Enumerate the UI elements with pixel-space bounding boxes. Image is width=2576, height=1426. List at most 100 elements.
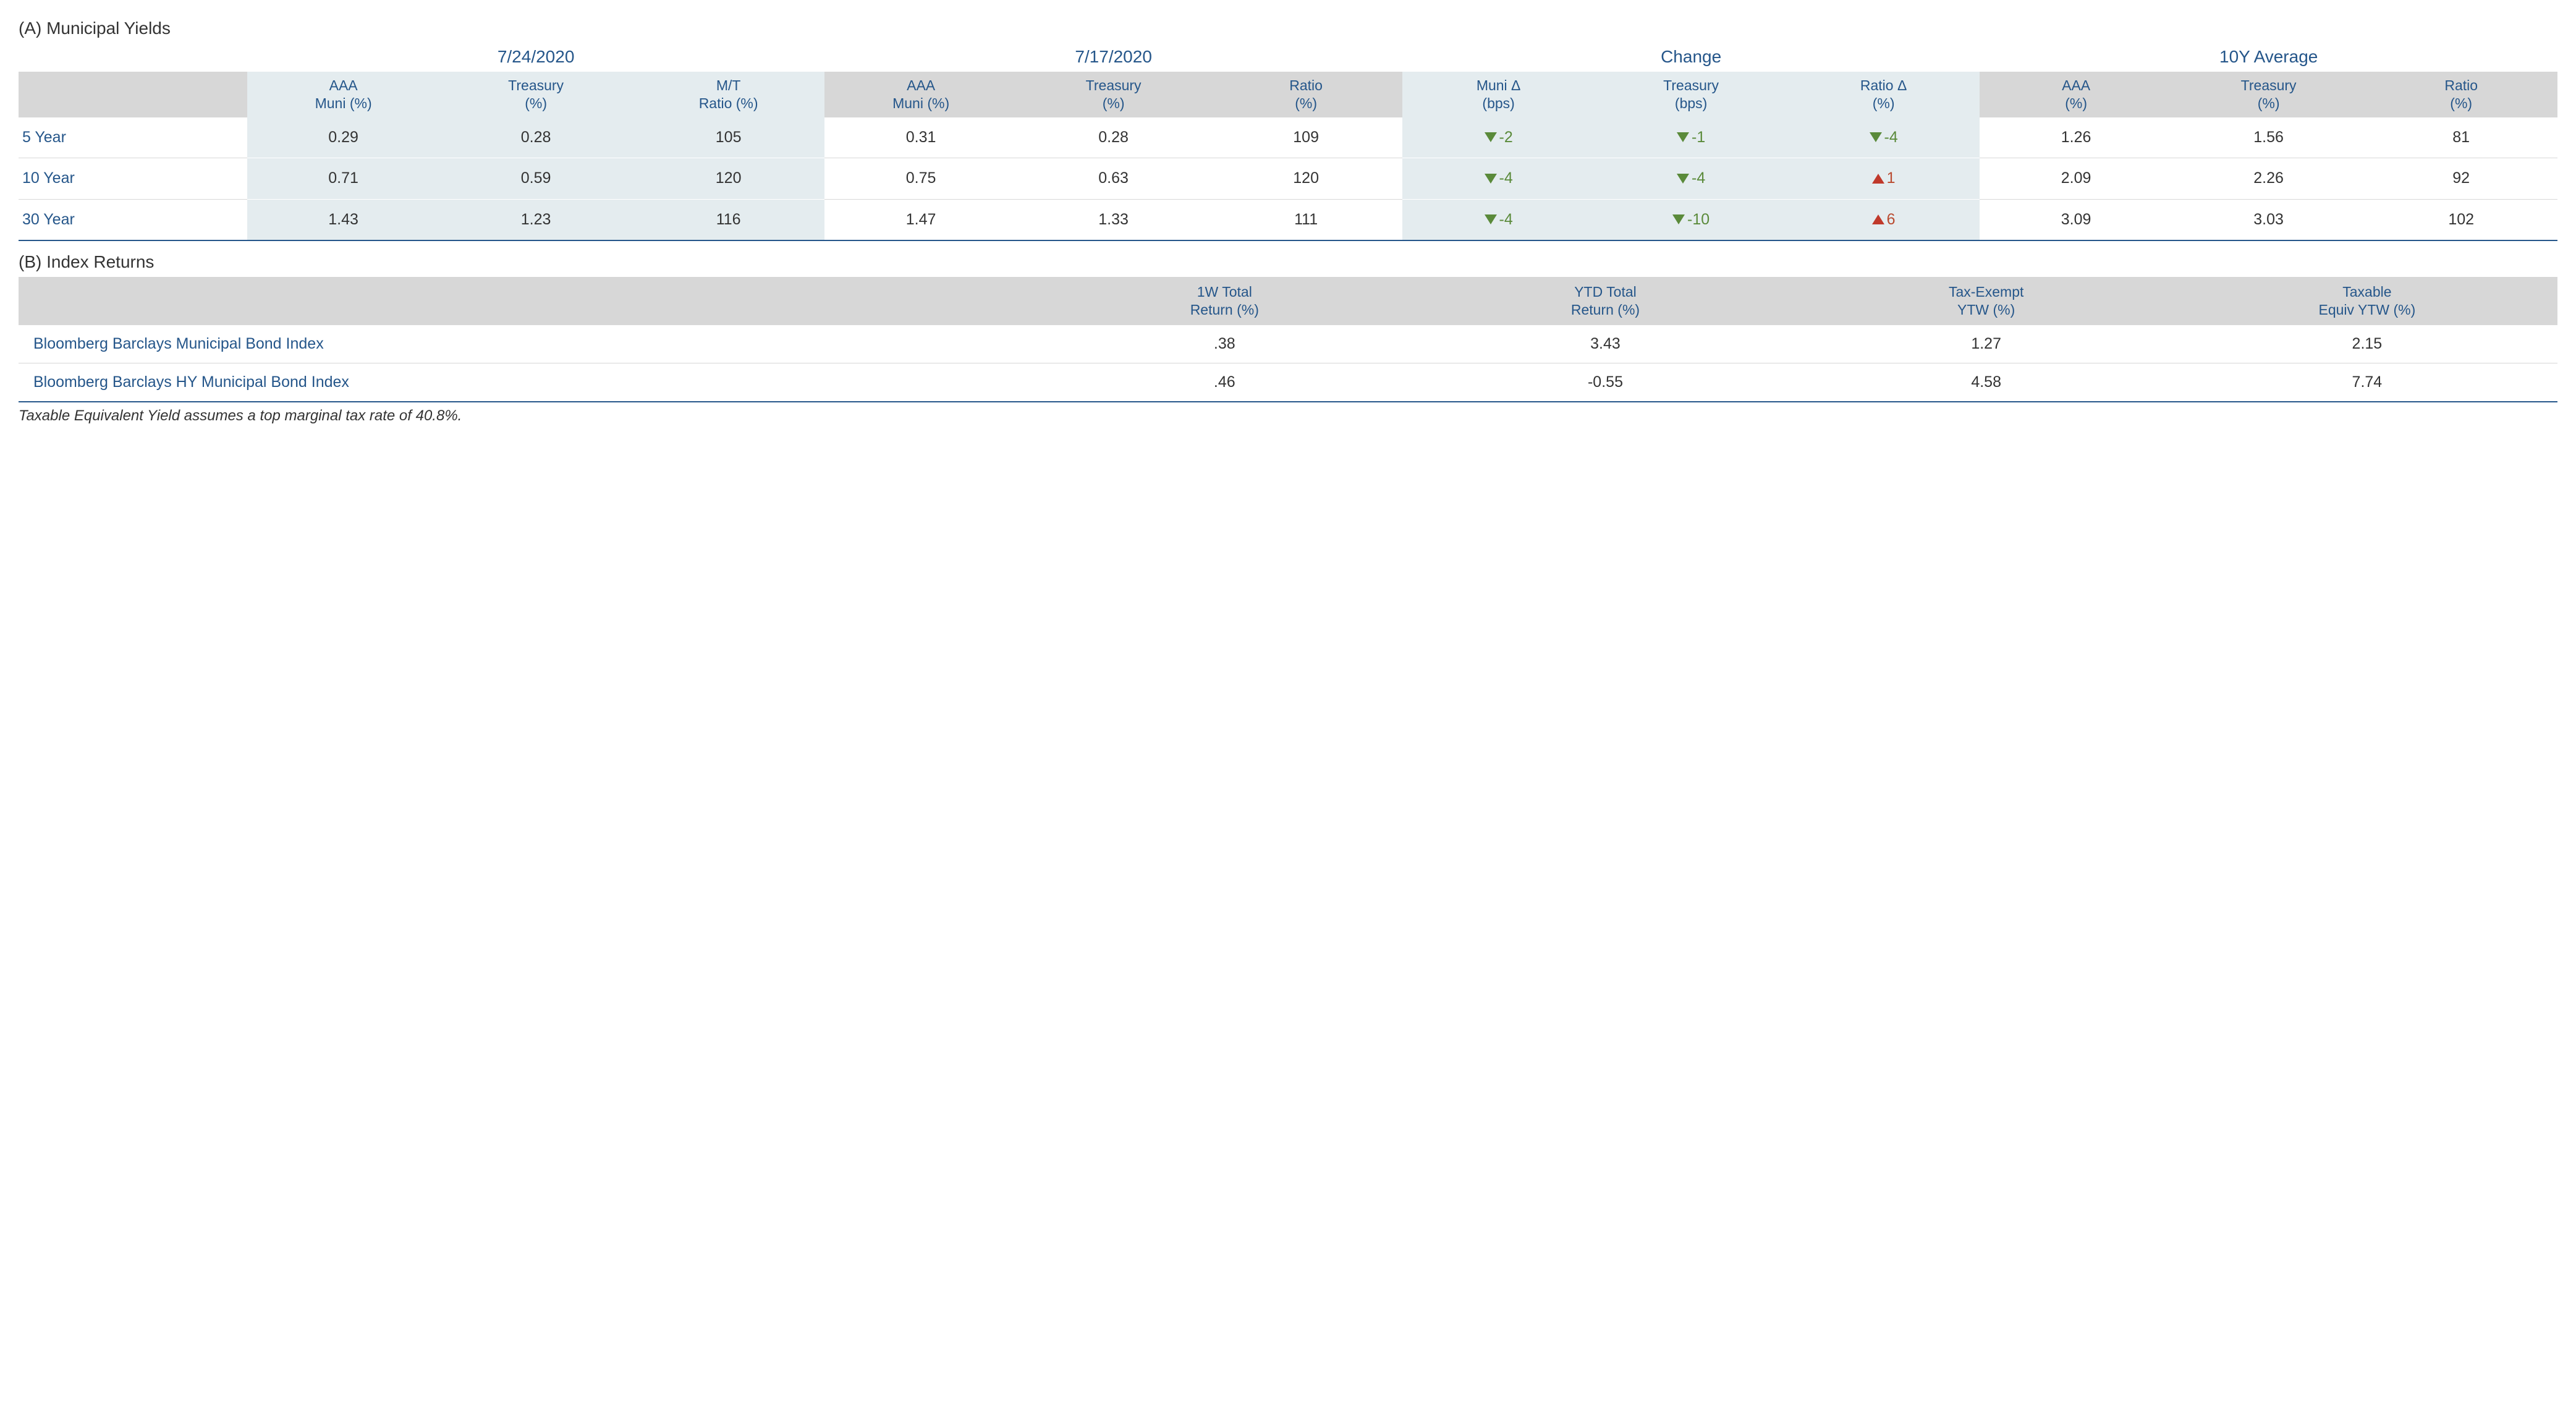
table-row: 5 Year0.290.281050.310.28109-2-1-41.261.… — [19, 117, 2557, 158]
cell: 3.43 — [1415, 325, 1795, 363]
cell: 102 — [2365, 199, 2557, 240]
cell: 105 — [632, 117, 825, 158]
delta-cell: -10 — [1595, 199, 1787, 240]
index-name: Bloomberg Barclays Municipal Bond Index — [19, 325, 1034, 363]
col-header: M/TRatio (%) — [632, 72, 825, 117]
index-returns-table: 1W TotalReturn (%) YTD TotalReturn (%) T… — [19, 277, 2557, 402]
cell: 2.26 — [2172, 158, 2365, 200]
cell: 1.43 — [247, 199, 440, 240]
delta-value: 1 — [1887, 169, 1896, 187]
col-header: 1W TotalReturn (%) — [1034, 277, 1415, 325]
col-header: AAAMuni (%) — [824, 72, 1017, 117]
row-label: 30 Year — [19, 199, 247, 240]
cell: 1.26 — [1980, 117, 2172, 158]
cell: 1.33 — [1017, 199, 1210, 240]
delta-value: 6 — [1887, 211, 1896, 229]
cell: 1.23 — [439, 199, 632, 240]
cell: 0.63 — [1017, 158, 1210, 200]
group-header: 10Y Average — [1980, 43, 2557, 72]
row-label: 10 Year — [19, 158, 247, 200]
delta-cell: -1 — [1595, 117, 1787, 158]
section-b-title: (B) Index Returns — [19, 252, 2557, 272]
delta-cell: -2 — [1402, 117, 1595, 158]
cell: 3.09 — [1980, 199, 2172, 240]
row-label: 5 Year — [19, 117, 247, 158]
triangle-up-icon — [1872, 214, 1884, 224]
cell: 92 — [2365, 158, 2557, 200]
cell: 7.74 — [2177, 363, 2557, 402]
triangle-up-icon — [1872, 174, 1884, 184]
cell: 1.27 — [1796, 325, 2177, 363]
cell: 111 — [1210, 199, 1402, 240]
delta-value: -4 — [1884, 129, 1898, 146]
cell: 1.56 — [2172, 117, 2365, 158]
cell: .38 — [1034, 325, 1415, 363]
triangle-down-icon — [1485, 132, 1497, 142]
delta-value: -10 — [1687, 211, 1710, 229]
column-header-row: AAAMuni (%) Treasury(%) M/TRatio (%) AAA… — [19, 72, 2557, 117]
cell: 0.28 — [439, 117, 632, 158]
table-row: Bloomberg Barclays Municipal Bond Index.… — [19, 325, 2557, 363]
triangle-down-icon — [1870, 132, 1882, 142]
group-header-row: 7/24/2020 7/17/2020 Change 10Y Average — [19, 43, 2557, 72]
col-header: Treasury(%) — [2172, 72, 2365, 117]
cell: .46 — [1034, 363, 1415, 402]
delta-value: -4 — [1499, 211, 1513, 229]
cell: 120 — [1210, 158, 1402, 200]
col-header: Muni Δ(bps) — [1402, 72, 1595, 117]
group-header: Change — [1402, 43, 1980, 72]
cell: 0.71 — [247, 158, 440, 200]
cell: 0.31 — [824, 117, 1017, 158]
cell: 109 — [1210, 117, 1402, 158]
delta-cell: -4 — [1402, 199, 1595, 240]
cell: 2.15 — [2177, 325, 2557, 363]
cell: 4.58 — [1796, 363, 2177, 402]
col-header: Ratio(%) — [1210, 72, 1402, 117]
municipal-yields-table: 7/24/2020 7/17/2020 Change 10Y Average A… — [19, 43, 2557, 241]
delta-cell: -4 — [1402, 158, 1595, 200]
col-header: AAA(%) — [1980, 72, 2172, 117]
col-header: AAAMuni (%) — [247, 72, 440, 117]
col-header: Ratio(%) — [2365, 72, 2557, 117]
delta-value: -4 — [1499, 169, 1513, 187]
footnote: Taxable Equivalent Yield assumes a top m… — [19, 407, 2557, 425]
cell: 0.28 — [1017, 117, 1210, 158]
cell: 0.75 — [824, 158, 1017, 200]
cell: 3.03 — [2172, 199, 2365, 240]
col-header: Treasury(%) — [439, 72, 632, 117]
triangle-down-icon — [1672, 214, 1685, 224]
col-header: Tax-ExemptYTW (%) — [1796, 277, 2177, 325]
col-header: Treasury(bps) — [1595, 72, 1787, 117]
triangle-down-icon — [1485, 174, 1497, 184]
col-header: Treasury(%) — [1017, 72, 1210, 117]
table-row: Bloomberg Barclays HY Municipal Bond Ind… — [19, 363, 2557, 402]
delta-cell: -4 — [1595, 158, 1787, 200]
col-header: Ratio Δ(%) — [1787, 72, 1980, 117]
triangle-down-icon — [1677, 132, 1689, 142]
cell: -0.55 — [1415, 363, 1795, 402]
cell: 116 — [632, 199, 825, 240]
table-row: 10 Year0.710.591200.750.63120-4-412.092.… — [19, 158, 2557, 200]
col-header: TaxableEquiv YTW (%) — [2177, 277, 2557, 325]
cell: 2.09 — [1980, 158, 2172, 200]
group-header: 7/24/2020 — [247, 43, 825, 72]
group-header: 7/17/2020 — [824, 43, 1402, 72]
cell: 120 — [632, 158, 825, 200]
delta-value: -4 — [1692, 169, 1705, 187]
delta-cell: -4 — [1787, 117, 1980, 158]
delta-value: -2 — [1499, 129, 1513, 146]
delta-cell: 6 — [1787, 199, 1980, 240]
table-row: 30 Year1.431.231161.471.33111 -4 -10 6 3.093… — [19, 199, 2557, 240]
cell: 0.59 — [439, 158, 632, 200]
triangle-down-icon — [1485, 214, 1497, 224]
column-header-row: 1W TotalReturn (%) YTD TotalReturn (%) T… — [19, 277, 2557, 325]
col-header: YTD TotalReturn (%) — [1415, 277, 1795, 325]
section-a-title: (A) Municipal Yields — [19, 19, 2557, 38]
cell: 0.29 — [247, 117, 440, 158]
index-name: Bloomberg Barclays HY Municipal Bond Ind… — [19, 363, 1034, 402]
delta-value: -1 — [1692, 129, 1705, 146]
cell: 1.47 — [824, 199, 1017, 240]
delta-cell: 1 — [1787, 158, 1980, 200]
cell: 81 — [2365, 117, 2557, 158]
triangle-down-icon — [1677, 174, 1689, 184]
